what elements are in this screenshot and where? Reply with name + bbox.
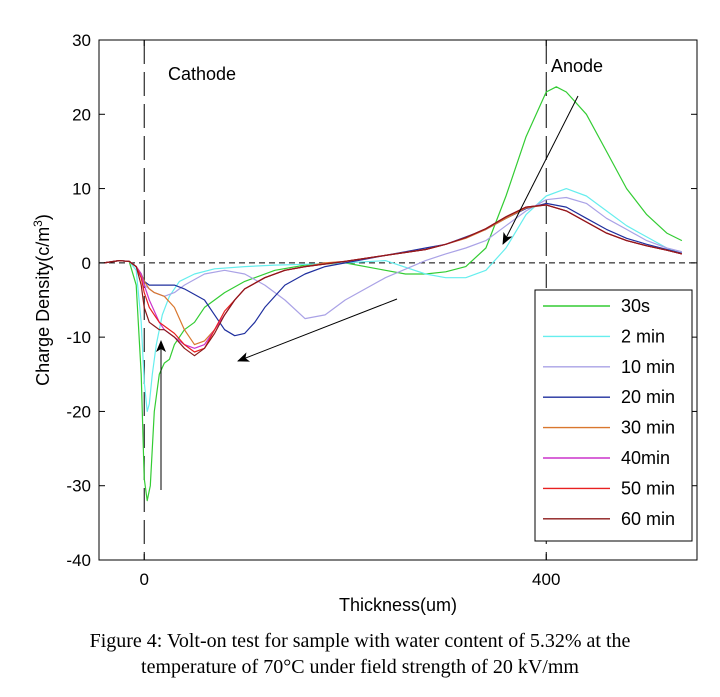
series-line-20-min — [103, 202, 683, 337]
y-axis-title: Charge Density(c/m3) — [31, 214, 53, 386]
y-tick-label: -20 — [66, 402, 91, 421]
x-tick-label: 0 — [139, 570, 148, 589]
figure-caption: Figure 4: Volt-on test for sample with w… — [0, 628, 720, 680]
y-tick-label: 10 — [72, 180, 91, 199]
y-tick-label: 30 — [72, 31, 91, 50]
y-tick-label: 0 — [82, 254, 91, 273]
series-line-60-min — [103, 204, 683, 357]
y-tick-label: -10 — [66, 328, 91, 347]
legend-label: 50 min — [621, 478, 675, 498]
y-tick-label: -40 — [66, 551, 91, 570]
x-axis-title: Thickness(um) — [339, 595, 457, 615]
legend-label: 10 min — [621, 357, 675, 377]
legend-label: 20 min — [621, 387, 675, 407]
legend: 30s 2 min 10 min 20 min 30 min 40min 50 min 60 … — [534, 289, 693, 542]
chart: 30 20 10 0 -10 -20 -30 -40 0 400 Cathode Anode 30… — [31, 31, 698, 615]
legend-box — [534, 289, 693, 542]
y-tick-label: 20 — [72, 105, 91, 124]
caption-line-2: temperature of 70°C under field strength… — [141, 656, 579, 678]
anode-arrow — [502, 95, 579, 245]
plot-frame — [98, 39, 698, 561]
legend-label: 60 min — [621, 509, 675, 529]
series-line-2-min — [103, 188, 683, 412]
legend-label: 30s — [621, 296, 650, 316]
x-tick-label: 400 — [532, 570, 560, 589]
anode-label: Anode — [551, 56, 603, 76]
series-line-30s — [103, 86, 683, 502]
y-tick-label: -30 — [66, 477, 91, 496]
legend-label: 2 min — [621, 326, 665, 346]
series-line-10-min — [103, 196, 683, 320]
cathode-label: Cathode — [168, 64, 236, 84]
caption-line-1: Figure 4: Volt-on test for sample with w… — [89, 630, 631, 652]
shift-arrow — [237, 298, 398, 362]
legend-label: 40min — [621, 448, 670, 468]
legend-label: 30 min — [621, 418, 675, 438]
